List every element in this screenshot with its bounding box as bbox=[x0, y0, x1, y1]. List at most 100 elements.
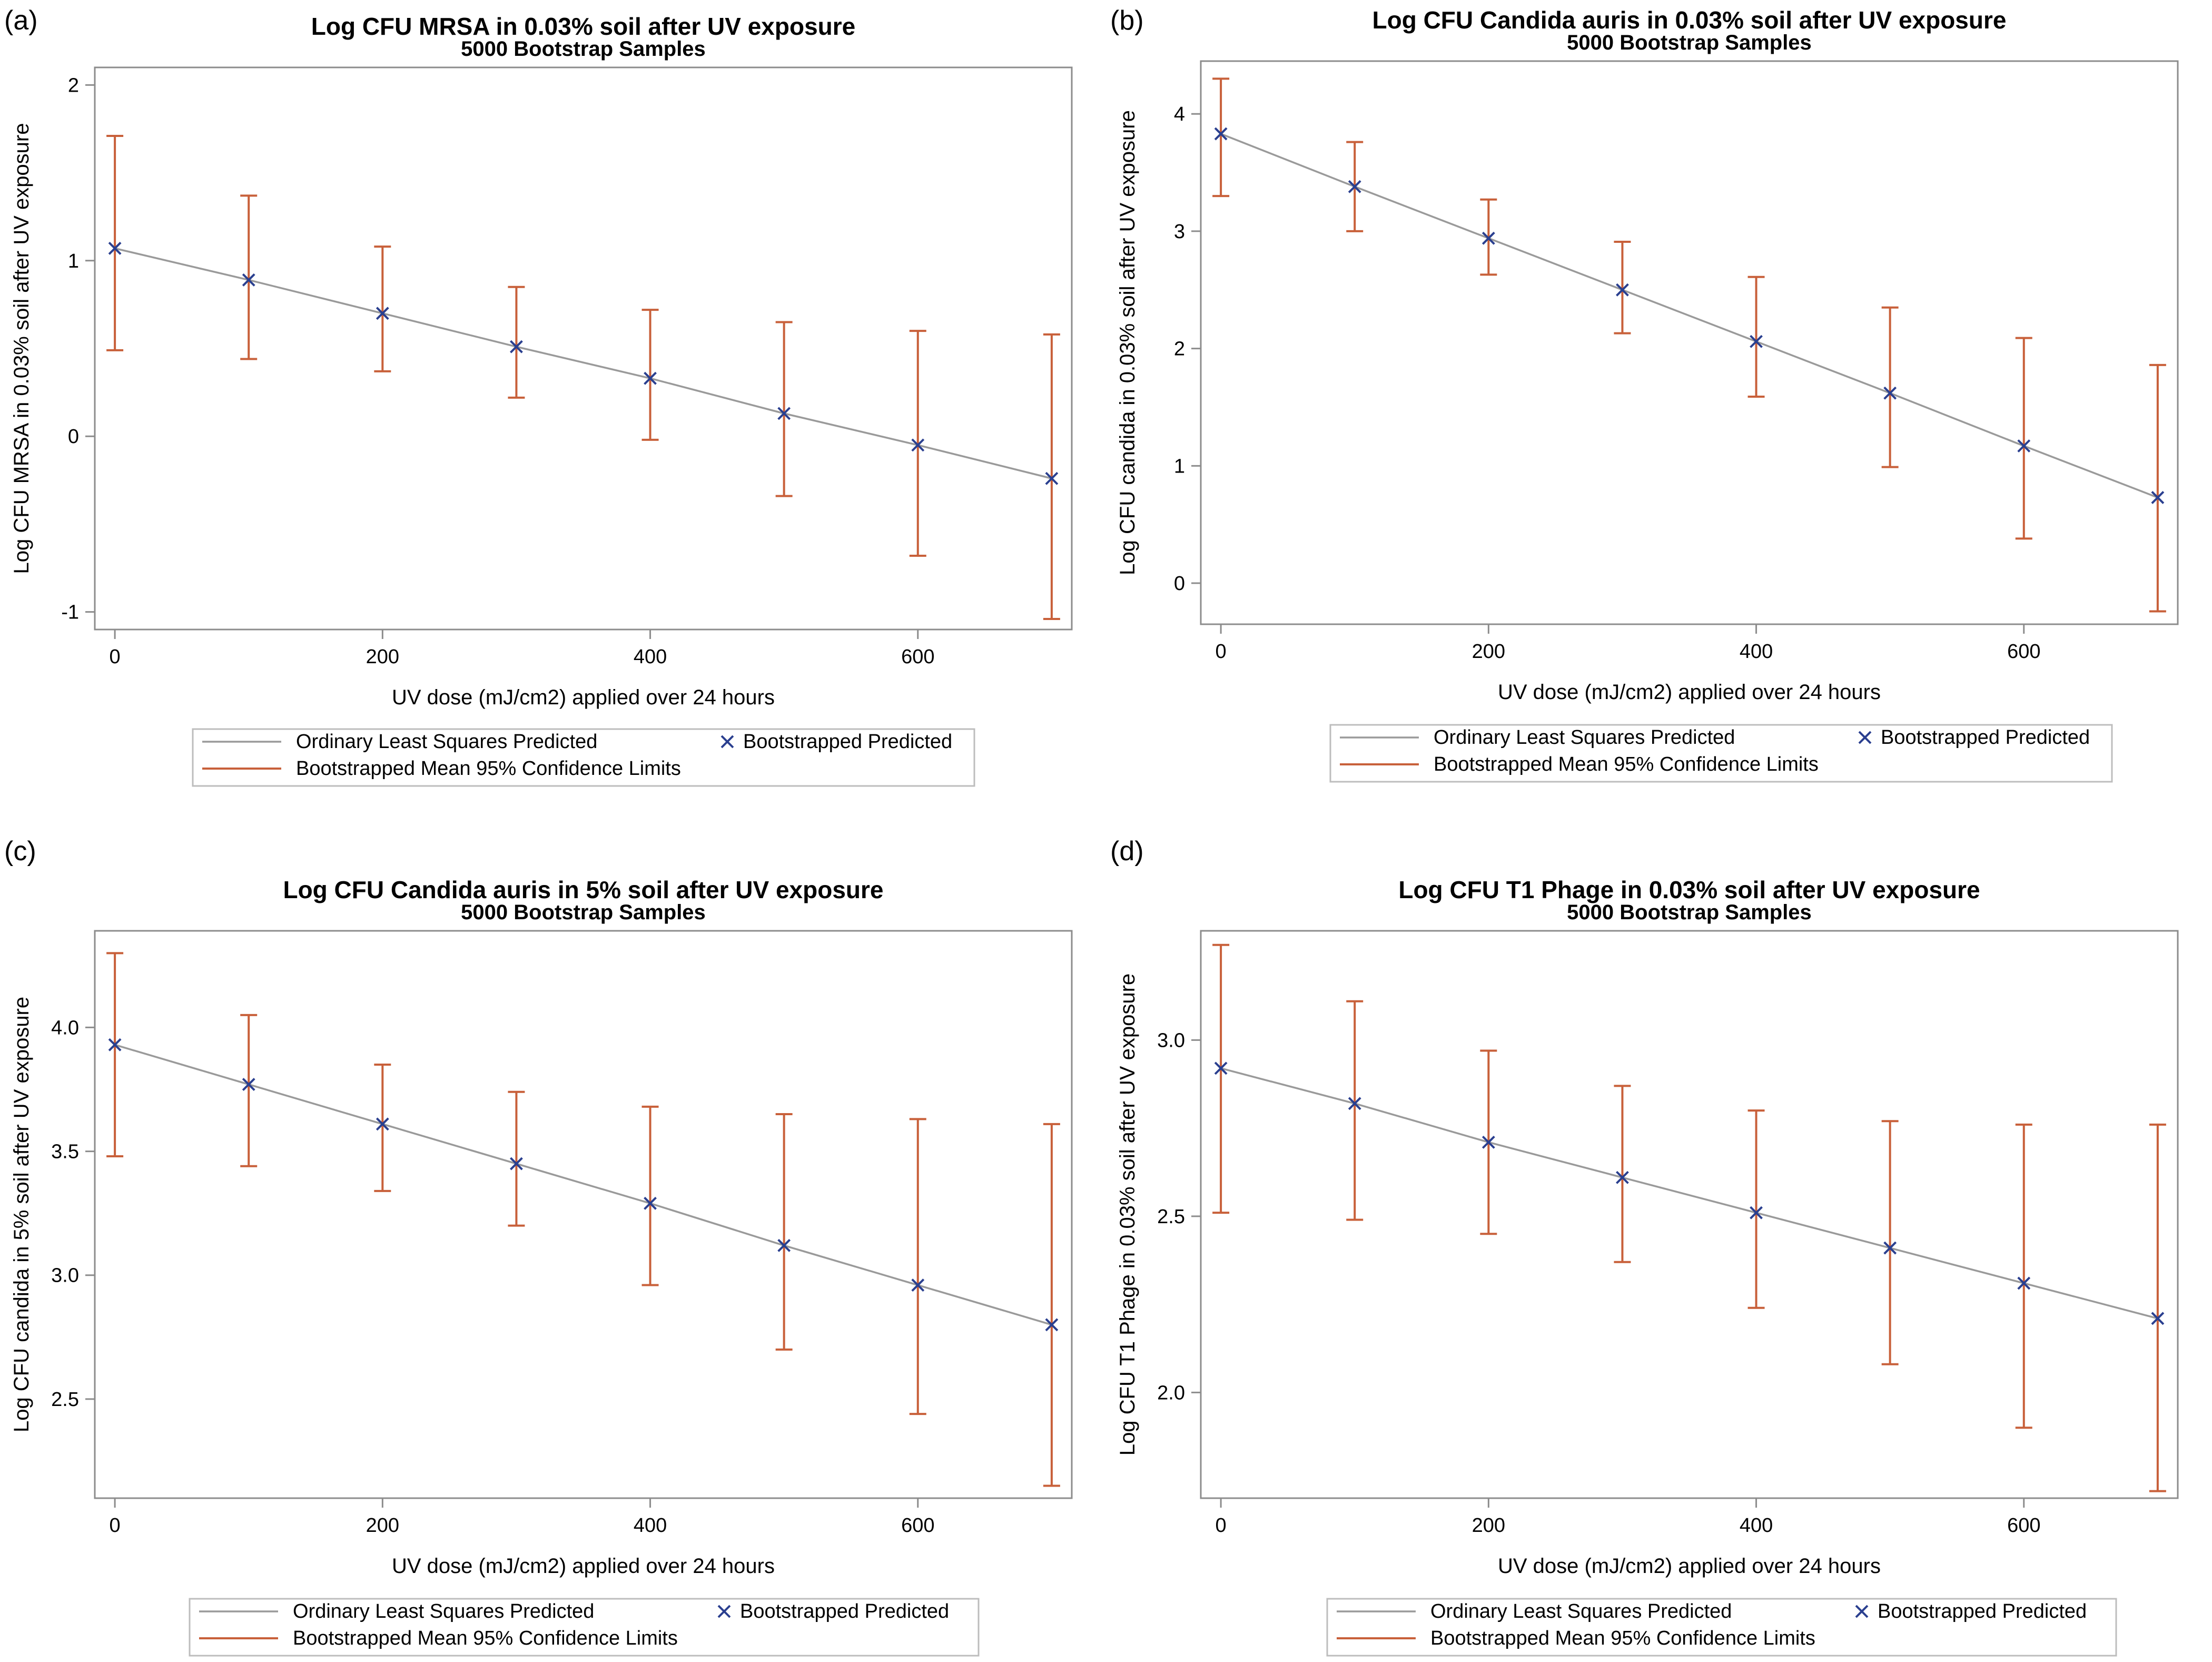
marker-stroke bbox=[108, 1038, 122, 1051]
bootstrap-marker bbox=[2017, 439, 2031, 453]
ols-predicted-line bbox=[114, 247, 1052, 479]
marker-stroke bbox=[1616, 1171, 1629, 1184]
bootstrap-marker bbox=[644, 1196, 657, 1210]
bootstrap-marker bbox=[242, 273, 255, 287]
y-axis-label: Log CFU MRSA in 0.03% soil after UV expo… bbox=[10, 123, 33, 574]
bootstrap-marker bbox=[1045, 1318, 1059, 1332]
ci-bar bbox=[1614, 1085, 1631, 1263]
ols-predicted-line bbox=[1220, 133, 2158, 499]
x-tick-label: 200 bbox=[1472, 1515, 1505, 1537]
x-tick-label: 600 bbox=[2007, 641, 2040, 663]
ci-bar bbox=[1346, 1000, 1364, 1221]
bootstrap-marker bbox=[2151, 1312, 2165, 1325]
bootstrap-marker bbox=[376, 307, 389, 320]
chart-panel-b: (b) Log CFU Candida auris in 0.03% soil a… bbox=[1106, 0, 2212, 831]
y-axis-label: Log CFU candida in 0.03% soil after UV e… bbox=[1116, 110, 1139, 575]
x-tick-label: 0 bbox=[110, 1515, 121, 1537]
bootstrap-marker bbox=[1616, 1171, 1629, 1184]
legend-marker-swatch bbox=[717, 1605, 731, 1618]
y-tick-label: 2 bbox=[68, 74, 79, 96]
ci-bar bbox=[1881, 306, 1899, 468]
ci-bar bbox=[2149, 363, 2166, 613]
y-tick-label: 4.0 bbox=[51, 1017, 79, 1039]
y-tick-label: 0 bbox=[1174, 573, 1185, 595]
bootstrap-marker bbox=[777, 1238, 791, 1252]
chart-title: Log CFU Candida auris in 5% soil after U… bbox=[283, 876, 883, 903]
marker-stroke bbox=[1883, 386, 1897, 400]
y-tick-label: 1 bbox=[1174, 455, 1185, 477]
legend-boot-label: Bootstrapped Predicted bbox=[740, 1600, 949, 1622]
legend-ols-label: Ordinary Least Squares Predicted bbox=[296, 731, 597, 753]
ci-bar bbox=[508, 1090, 525, 1227]
ci-bar bbox=[240, 1014, 258, 1167]
plot-frame bbox=[1200, 60, 2179, 625]
chart-title: Log CFU T1 Phage in 0.03% soil after UV … bbox=[1398, 876, 1980, 903]
bootstrap-marker bbox=[1348, 180, 1361, 193]
ci-bar bbox=[1747, 1109, 1765, 1309]
ci-bar bbox=[1043, 1123, 1060, 1487]
bootstrap-marker bbox=[1616, 283, 1629, 297]
ci-bar bbox=[1614, 240, 1631, 335]
x-tick-label: 0 bbox=[1216, 1515, 1227, 1537]
y-tick-label: 3.0 bbox=[1157, 1029, 1185, 1051]
legend-marker-swatch bbox=[1855, 1605, 1869, 1618]
ci-bar bbox=[1747, 276, 1765, 398]
chart-panel-c: (c) Log CFU Candida auris in 5% soil afte… bbox=[0, 831, 1106, 1661]
marker-stroke bbox=[1045, 471, 1059, 485]
x-tick-label: 400 bbox=[1740, 1515, 1773, 1537]
plot-frame bbox=[1200, 930, 2179, 1499]
marker-stroke bbox=[1750, 1206, 1763, 1220]
marker-stroke bbox=[510, 1157, 523, 1171]
ci-bar bbox=[1212, 77, 1230, 198]
chart-legend: Ordinary Least Squares Predicted Bootstra… bbox=[1329, 724, 2113, 783]
x-tick-label: 600 bbox=[901, 646, 934, 668]
y-tick-label: 4 bbox=[1174, 103, 1185, 125]
marker-stroke bbox=[1348, 180, 1361, 193]
ci-bar bbox=[909, 1118, 926, 1415]
ci-bar bbox=[374, 1063, 391, 1192]
ci-bar bbox=[1043, 333, 1060, 620]
y-tick-label: 2 bbox=[1174, 338, 1185, 360]
panel-label: (c) bbox=[4, 836, 36, 867]
y-axis-label: Log CFU candida in 5% soil after UV expo… bbox=[10, 997, 33, 1432]
y-tick-label: -1 bbox=[61, 602, 79, 624]
bootstrap-marker bbox=[1750, 335, 1763, 348]
legend-ols-label: Ordinary Least Squares Predicted bbox=[293, 1600, 594, 1622]
y-axis-label: Log CFU T1 Phage in 0.03% soil after UV … bbox=[1116, 973, 1139, 1456]
bootstrap-marker bbox=[108, 242, 122, 255]
ci-bar bbox=[775, 321, 793, 497]
x-axis-label: UV dose (mJ/cm2) applied over 24 hours bbox=[1498, 681, 1881, 704]
marker-stroke bbox=[1482, 231, 1495, 245]
marker-stroke bbox=[1482, 1135, 1495, 1149]
panel-label: (b) bbox=[1110, 5, 1144, 36]
y-tick-label: 2.5 bbox=[1157, 1206, 1185, 1228]
bootstrap-marker bbox=[2017, 1276, 2031, 1290]
bootstrap-marker bbox=[1883, 1241, 1897, 1255]
legend-frame bbox=[192, 728, 975, 787]
x-tick-label: 200 bbox=[1472, 641, 1505, 663]
bootstrap-marker bbox=[1482, 1135, 1495, 1149]
x-tick-label: 400 bbox=[1740, 641, 1773, 663]
x-tick-label: 200 bbox=[366, 646, 399, 668]
marker-stroke bbox=[777, 407, 791, 420]
marker-stroke bbox=[1750, 335, 1763, 348]
bootstrap-marker bbox=[242, 1078, 255, 1091]
x-axis-label: UV dose (mJ/cm2) applied over 24 hours bbox=[392, 1555, 775, 1578]
marker-stroke bbox=[1214, 127, 1228, 141]
x-tick-label: 400 bbox=[634, 1515, 667, 1537]
marker-stroke bbox=[2017, 439, 2031, 453]
ci-bar bbox=[775, 1113, 793, 1351]
marker-stroke bbox=[1348, 1097, 1361, 1110]
marker-stroke bbox=[2017, 1276, 2031, 1290]
ci-bar bbox=[1212, 943, 1230, 1214]
ci-bar bbox=[106, 135, 124, 351]
legend-frame bbox=[1329, 724, 2113, 783]
legend-ci-label: Bootstrapped Mean 95% Confidence Limits bbox=[1434, 753, 1819, 775]
bootstrap-marker bbox=[911, 1279, 925, 1292]
marker-stroke bbox=[108, 242, 122, 255]
legend-marker-swatch bbox=[1858, 731, 1872, 744]
bootstrap-marker bbox=[1883, 386, 1897, 400]
x-tick-label: 600 bbox=[2007, 1515, 2040, 1537]
chart-legend: Ordinary Least Squares Predicted Bootstra… bbox=[1326, 1598, 2117, 1657]
ci-bar bbox=[641, 309, 659, 441]
